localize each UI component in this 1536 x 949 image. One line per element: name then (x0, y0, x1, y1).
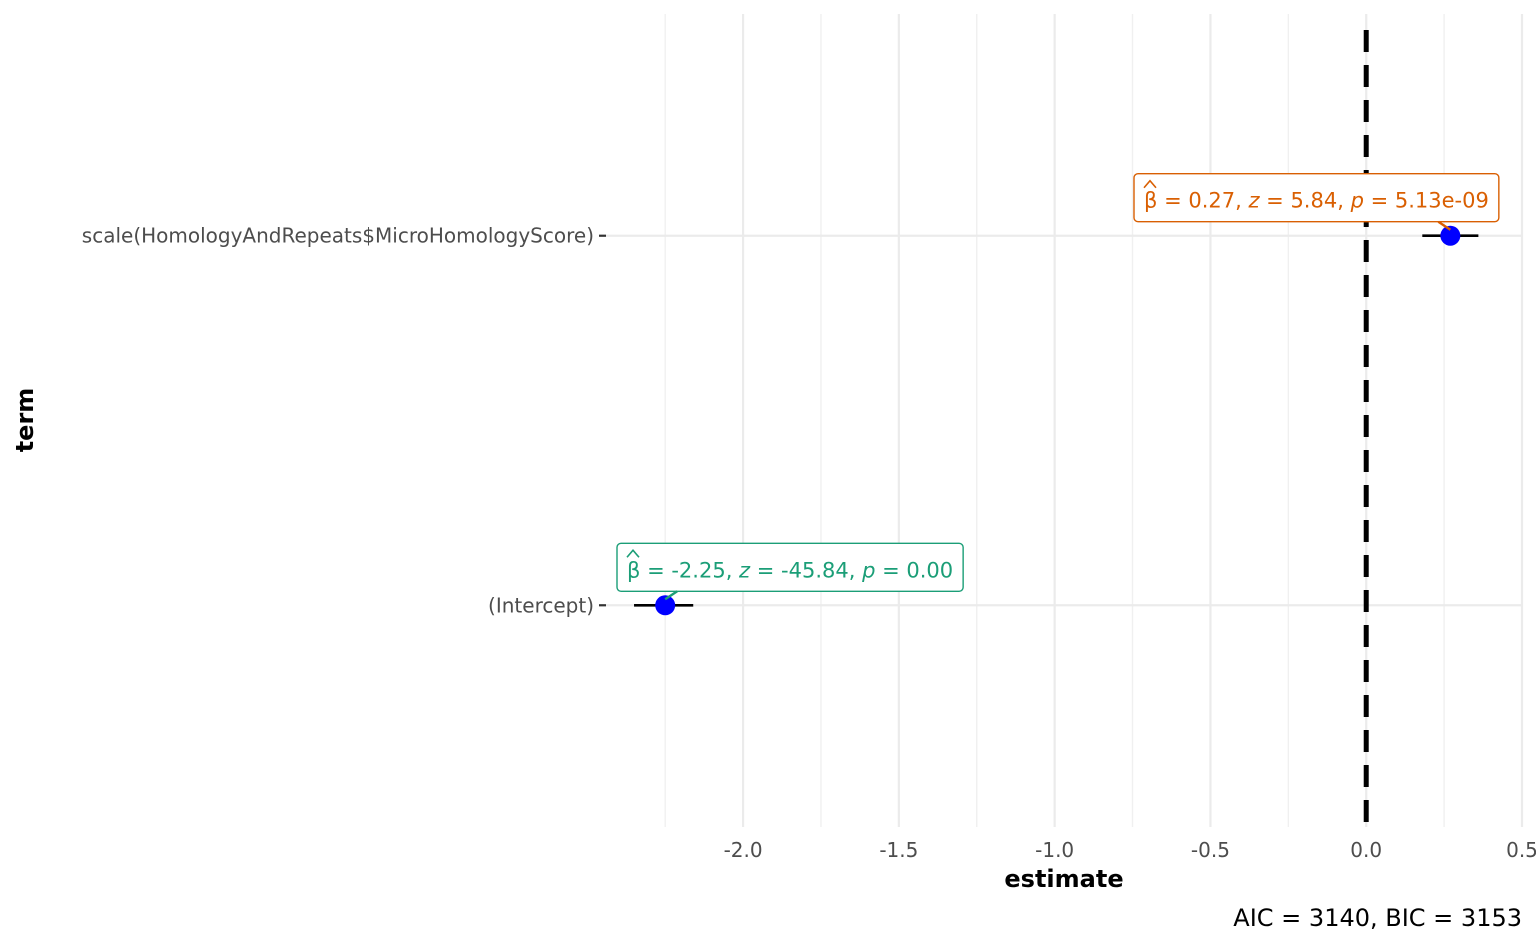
coefficient-label: β = 0.27, z = 5.84, p = 5.13e-09 (1144, 189, 1489, 213)
grid-major (606, 14, 1524, 827)
grid-minor (664, 14, 1445, 827)
coefficient-point (1440, 225, 1461, 246)
x-axis-title: estimate (1004, 865, 1123, 893)
coefficient-marks (634, 225, 1479, 616)
coefficient-label: β = -2.25, z = -45.84, p = 0.00 (627, 558, 953, 582)
y-tick-label: scale(HomologyAndRepeats$MicroHomologySc… (82, 224, 594, 248)
x-tick-label: -1.0 (1035, 838, 1074, 862)
beta-hat (626, 549, 640, 558)
x-axis-ticks: -2.0 -1.5 -1.0 -0.5 0.0 0.5 (724, 838, 1536, 862)
coefficient-label-leader (664, 590, 678, 601)
coefficient-label-box (616, 542, 964, 592)
x-tick-label: -2.0 (724, 838, 763, 862)
x-tick-label: 0.0 (1350, 838, 1382, 862)
x-tick-label: 0.5 (1506, 838, 1536, 862)
coefficient-label-box (1133, 173, 1500, 223)
beta-hat (1143, 179, 1157, 189)
y-tick-label: (Intercept) (488, 593, 594, 617)
y-axis-title: term (11, 388, 39, 453)
model-fit-caption: AIC = 3140, BIC = 3153 (1233, 904, 1522, 932)
x-tick-label: -0.5 (1191, 838, 1230, 862)
coefficient-annotations: β = 0.27, z = 5.84, p = 5.13e-09 β = -2.2… (616, 173, 1500, 601)
y-axis-ticks: scale(HomologyAndRepeats$MicroHomologySc… (82, 224, 606, 617)
coefficient-label-leader (1437, 220, 1452, 231)
coefficient-point (655, 595, 676, 616)
x-tick-label: -1.5 (879, 838, 918, 862)
